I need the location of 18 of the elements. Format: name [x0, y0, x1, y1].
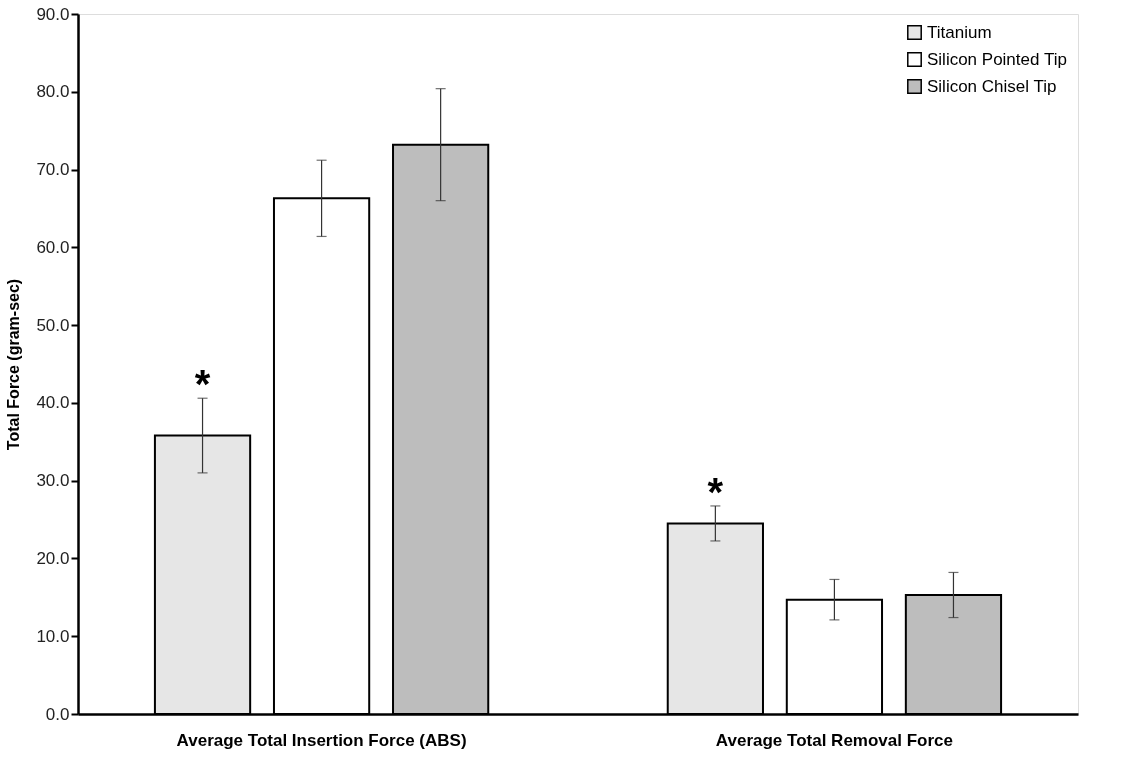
y-tick-label: 20.0	[36, 548, 70, 568]
y-tick-label: 70.0	[36, 160, 70, 180]
annotation: *	[194, 362, 211, 407]
y-axis-title: Total Force (gram-sec)	[5, 278, 23, 451]
x-tick-label: Average Total Removal Force	[715, 730, 953, 750]
legend-label: Titanium	[927, 22, 992, 42]
y-tick-label: 50.0	[36, 315, 70, 335]
y-tick-label: 40.0	[36, 393, 70, 413]
legend-label: Silicon Pointed Tip	[927, 49, 1067, 69]
y-tick-label: 10.0	[36, 626, 70, 646]
y-tick-label: 80.0	[36, 82, 70, 102]
y-tick-label: 0.0	[45, 704, 70, 724]
y-tick-label: 90.0	[36, 4, 70, 24]
legend-label: Silicon Chisel Tip	[927, 76, 1057, 96]
annotation: *	[707, 469, 724, 514]
x-tick-label: Average Total Insertion Force (ABS)	[176, 730, 467, 750]
y-tick-label: 60.0	[36, 237, 70, 257]
y-tick-label: 30.0	[36, 471, 70, 491]
